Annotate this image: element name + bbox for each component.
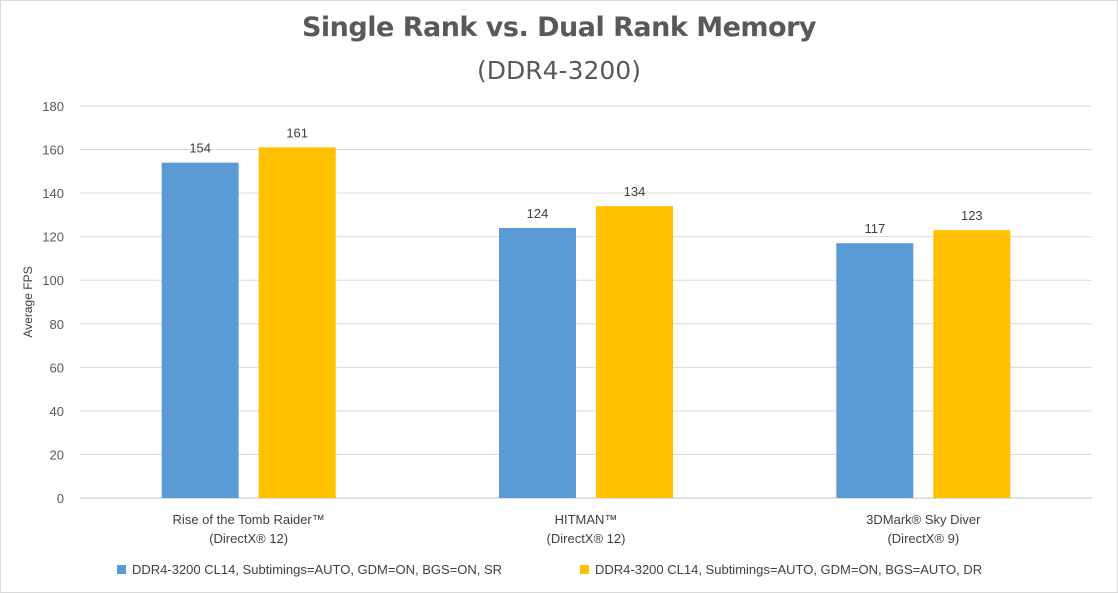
- bar: [161, 162, 239, 498]
- y-axis-title: Average FPS: [21, 266, 35, 337]
- y-tick-label: 160: [42, 143, 64, 158]
- chart-title: Single Rank vs. Dual Rank Memory: [301, 12, 817, 43]
- bar: [933, 230, 1011, 498]
- y-tick-label: 60: [50, 360, 64, 375]
- x-category-label: Rise of the Tomb Raider™: [173, 512, 325, 527]
- y-tick-label: 0: [57, 491, 64, 506]
- y-tick-label: 120: [42, 230, 64, 245]
- legend-item-dr: DDR4-3200 CL14, Subtimings=AUTO, GDM=ON,…: [580, 562, 982, 577]
- y-tick-label: 80: [50, 317, 64, 332]
- x-category-label: (DirectX® 9): [887, 531, 959, 546]
- data-label: 124: [527, 206, 549, 221]
- data-label: 123: [961, 208, 983, 223]
- data-label: 134: [624, 184, 646, 199]
- data-label: 161: [286, 125, 308, 140]
- x-category-label: HITMAN™: [555, 512, 618, 527]
- y-tick-label: 40: [50, 404, 64, 419]
- legend-swatch-dr: [580, 565, 589, 574]
- x-category-label: 3DMark® Sky Diver: [866, 512, 981, 527]
- bar: [836, 243, 914, 498]
- chart-subtitle: (DDR4-3200): [477, 56, 641, 85]
- y-tick-label: 100: [42, 273, 64, 288]
- data-label: 154: [189, 141, 211, 156]
- bar: [499, 227, 576, 498]
- x-category-label: (DirectX® 12): [209, 531, 288, 546]
- x-category-label: (DirectX® 12): [547, 531, 626, 546]
- legend-label-sr: DDR4-3200 CL14, Subtimings=AUTO, GDM=ON,…: [132, 562, 503, 577]
- legend-item-sr: DDR4-3200 CL14, Subtimings=AUTO, GDM=ON,…: [117, 562, 502, 577]
- bar: [596, 206, 673, 498]
- bar: [258, 147, 336, 498]
- y-tick-label: 140: [42, 186, 64, 201]
- legend-label-dr: DDR4-3200 CL14, Subtimings=AUTO, GDM=ON,…: [595, 562, 983, 577]
- y-tick-label: 180: [42, 99, 64, 114]
- data-label: 117: [864, 221, 885, 236]
- legend-swatch-sr: [117, 565, 126, 574]
- y-tick-label: 20: [50, 447, 64, 462]
